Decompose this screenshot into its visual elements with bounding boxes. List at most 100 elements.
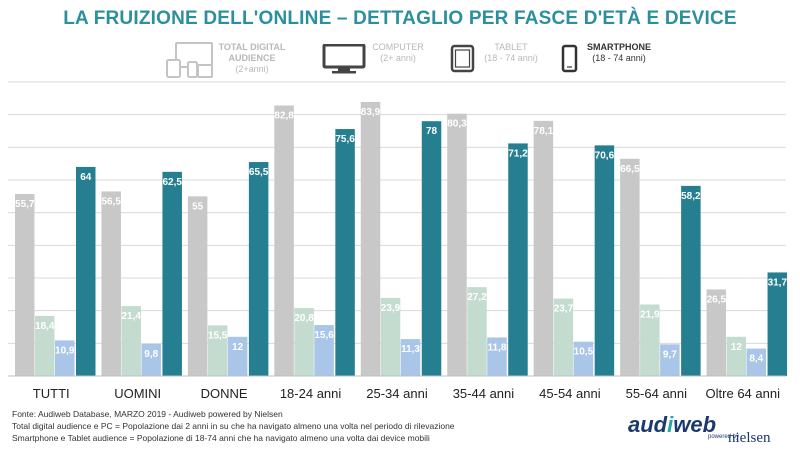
legend-item-smartphone: SMARTPHONE (18 - 74 anni): [560, 38, 660, 83]
smartphone-icon: [561, 44, 578, 73]
bar-2-4: [400, 339, 421, 376]
bar-2-6: [573, 341, 594, 376]
data-label: 56,5: [101, 196, 121, 207]
legend-label: AUDIENCE: [228, 53, 276, 63]
chart-title: LA FRUIZIONE DELL'ONLINE – DETTAGLIO PER…: [63, 8, 737, 29]
data-label: 31,7: [768, 277, 788, 288]
bar-2-1: [141, 343, 161, 376]
bar-3-3: [335, 129, 355, 376]
legend-sublabel: (18 - 74 anni): [592, 53, 646, 63]
legend-item-tablet: TABLET (18 - 74 anni): [450, 38, 550, 83]
source-notes: Fonte: Audiweb Database, MARZO 2019 - Au…: [12, 408, 612, 444]
data-label: 20,8: [294, 313, 314, 324]
bar-3-5: [508, 143, 528, 376]
data-label: 10,9: [55, 345, 75, 356]
note-line: Smartphone e Tablet audience = Popolazio…: [12, 433, 430, 443]
data-label: 64: [80, 172, 92, 183]
bar-2-5: [487, 337, 507, 376]
x-tick-label: UOMINI: [114, 386, 161, 401]
bar-2-0: [55, 340, 75, 376]
data-label: 78: [426, 126, 438, 137]
data-label: 58,2: [681, 191, 701, 202]
data-label: 27,2: [467, 292, 487, 303]
audiweb-logo: audiweb powered by nielsen: [628, 412, 788, 452]
legend-label: TOTAL DIGITAL: [218, 42, 286, 52]
data-label: 55: [192, 201, 204, 212]
legend-label: TABLET: [494, 42, 528, 52]
legend-item-total: TOTAL DIGITAL AUDIENCE (2+anni): [160, 38, 290, 83]
bar-0-0: [15, 194, 35, 376]
devices-icon: [166, 42, 213, 78]
data-label: 65,5: [249, 167, 269, 178]
data-label: 82,8: [274, 111, 294, 122]
data-label: 21,9: [640, 309, 660, 320]
note-line: Total digital audience e PC = Popolazion…: [12, 421, 455, 431]
bar-1-3: [294, 308, 314, 376]
x-tick-label: TUTTI: [33, 386, 70, 401]
x-tick-label: 35-44 anni: [453, 386, 515, 401]
computer-icon: [322, 44, 366, 74]
data-label: 9,8: [144, 349, 158, 360]
x-tick-label: DONNE: [201, 386, 248, 401]
data-label: 18,4: [35, 321, 55, 332]
data-label: 71,2: [508, 148, 528, 159]
legend-text-total: TOTAL DIGITAL AUDIENCE (2+anni): [214, 42, 290, 75]
bar-3-6: [594, 145, 615, 376]
data-label: 55,7: [15, 199, 35, 210]
bar-1-7: [640, 304, 660, 376]
data-label: 62,5: [162, 177, 182, 188]
tablet-icon: [450, 44, 475, 73]
data-label: 23,7: [554, 304, 574, 315]
bar-3-0: [76, 166, 96, 376]
bar-0-4: [360, 101, 381, 376]
data-label: 80,3: [447, 119, 467, 130]
legend-sublabel: (18 - 74 anni): [484, 53, 538, 63]
logo-partner: nielsen: [728, 430, 771, 446]
bar-0-5: [447, 113, 467, 376]
data-label: 75,6: [335, 134, 355, 145]
legend-sublabel: (2+anni): [235, 64, 269, 74]
chart-legend: TOTAL DIGITAL AUDIENCE (2+anni) COMPUTER…: [0, 38, 800, 83]
bar-2-7: [660, 344, 680, 376]
logo-wordmark: audiweb: [628, 412, 717, 437]
legend-sublabel: (2+ anni): [380, 53, 416, 63]
bar-0-7: [620, 158, 640, 376]
bar-1-4: [380, 297, 401, 376]
x-tick-label: 25-34 anni: [366, 386, 428, 401]
logo-powered-by: powered by: [708, 434, 740, 440]
data-label: 15,6: [314, 330, 334, 341]
bar-1-6: [553, 298, 574, 376]
bar-0-3: [274, 105, 294, 377]
bar-1-0: [35, 315, 55, 376]
data-label: 11,8: [488, 342, 507, 353]
legend-item-computer: COMPUTER (2+ anni): [320, 38, 450, 83]
legend-text-smartphone: SMARTPHONE (18 - 74 anni): [580, 42, 658, 64]
bar-1-1: [121, 306, 141, 376]
data-label: 83,9: [361, 107, 381, 118]
bar-3-7: [681, 185, 701, 376]
data-label: 66,5: [620, 164, 640, 175]
bar-3-2: [248, 162, 269, 376]
bar-0-2: [187, 196, 208, 376]
source-line: Fonte: Audiweb Database, MARZO 2019 - Au…: [12, 409, 283, 419]
data-label: 8,4: [749, 354, 763, 365]
data-label: 26,5: [707, 294, 727, 305]
x-tick-label: 18-24 anni: [280, 386, 342, 401]
bar-0-6: [533, 120, 554, 376]
data-label: 11,3: [401, 344, 420, 355]
bar-3-1: [162, 171, 182, 376]
x-tick-label: 45-54 anni: [539, 386, 601, 401]
bar-1-5: [467, 287, 487, 376]
data-label: 78,1: [534, 126, 554, 137]
legend-label: COMPUTER: [372, 42, 424, 52]
data-label: 70,6: [595, 150, 615, 161]
data-label: 21,4: [121, 311, 141, 322]
data-label: 12: [731, 342, 743, 353]
bar-0-1: [101, 191, 121, 376]
data-label: 12: [232, 342, 244, 353]
data-label: 23,9: [381, 303, 401, 314]
bar-0-8: [706, 289, 727, 376]
data-label: 15,5: [208, 330, 228, 341]
bar-2-8: [746, 348, 767, 376]
